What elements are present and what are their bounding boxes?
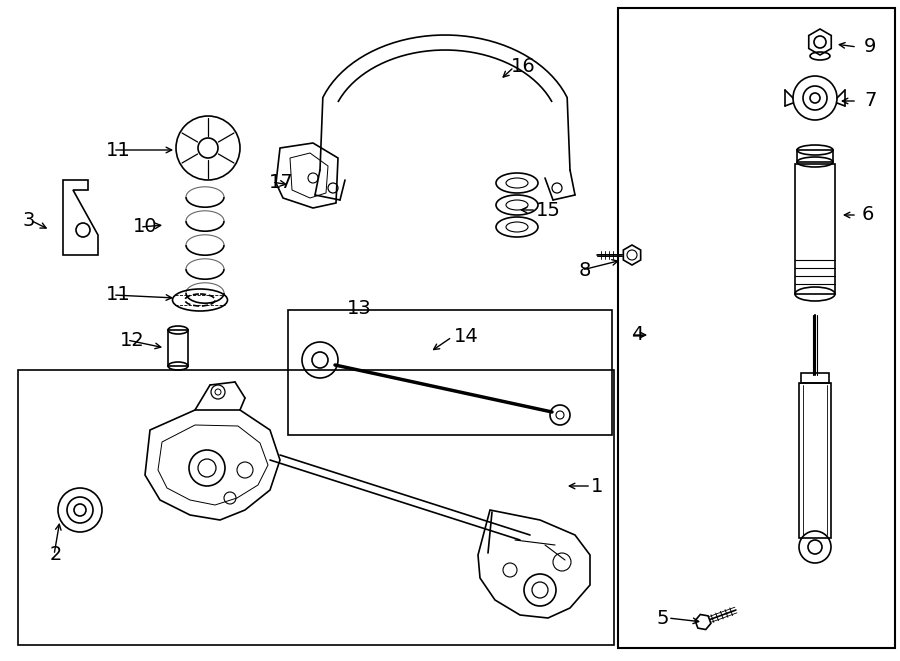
Text: 2: 2 (50, 545, 62, 564)
Text: 9: 9 (864, 38, 877, 56)
Text: 1: 1 (591, 477, 603, 496)
Bar (168, 330, 188, 366)
Text: 15: 15 (536, 200, 561, 219)
Bar (797, 150, 833, 162)
Text: 11: 11 (106, 286, 130, 305)
Text: 5: 5 (657, 609, 670, 627)
Text: 16: 16 (511, 58, 536, 77)
Text: 11: 11 (106, 141, 130, 159)
Text: 7: 7 (864, 91, 877, 110)
Text: 8: 8 (579, 260, 591, 280)
Text: 4: 4 (631, 325, 644, 344)
Text: 6: 6 (862, 206, 875, 225)
Text: 12: 12 (120, 330, 145, 350)
Text: 17: 17 (269, 173, 293, 192)
Bar (288, 310, 612, 435)
Text: 3: 3 (22, 210, 34, 229)
Text: 13: 13 (347, 299, 372, 317)
Bar (801, 373, 829, 383)
Bar (618, 8, 895, 648)
Bar (799, 383, 831, 538)
Bar (795, 164, 835, 294)
Text: 14: 14 (454, 327, 479, 346)
Text: 10: 10 (133, 217, 158, 237)
Bar (18, 370, 614, 645)
